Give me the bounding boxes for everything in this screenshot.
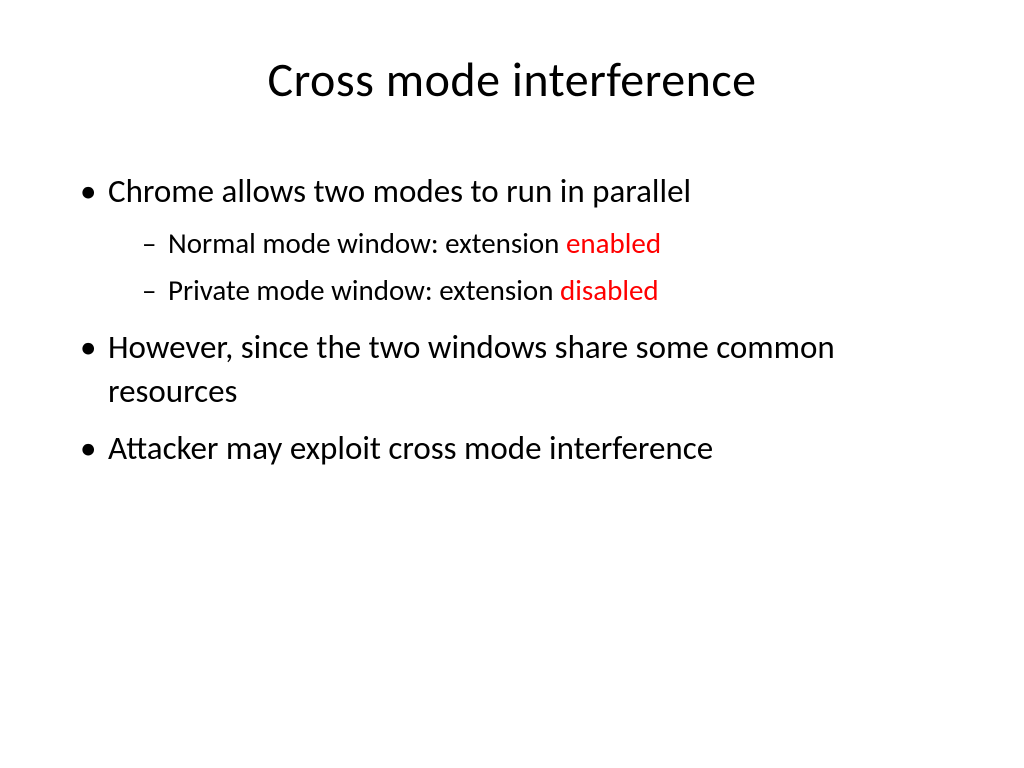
sub-bullet-1-prefix: Normal mode window: extension [168, 225, 566, 261]
bullet-item-2: However, since the two windows share som… [70, 325, 954, 414]
bullet-list: Chrome allows two modes to run in parall… [70, 169, 954, 470]
sub-bullet-1: Normal mode window: extension enabled [138, 222, 954, 266]
bullet-text-1: Chrome allows two modes to run in parall… [108, 171, 691, 211]
sub-bullet-2-prefix: Private mode window: extension [168, 272, 560, 308]
slide-container: Cross mode interference Chrome allows tw… [0, 0, 1024, 768]
sub-bullet-1-highlight: enabled [566, 225, 661, 261]
sub-bullet-2: Private mode window: extension disabled [138, 269, 954, 313]
bullet-item-3: Attacker may exploit cross mode interfer… [70, 426, 954, 471]
sub-bullet-2-highlight: disabled [560, 272, 659, 308]
sub-bullet-list: Normal mode window: extension enabled Pr… [108, 222, 954, 313]
bullet-text-3: Attacker may exploit cross mode interfer… [108, 428, 713, 468]
bullet-item-1: Chrome allows two modes to run in parall… [70, 169, 954, 313]
slide-title: Cross mode interference [70, 50, 954, 109]
bullet-text-2: However, since the two windows share som… [108, 327, 835, 412]
